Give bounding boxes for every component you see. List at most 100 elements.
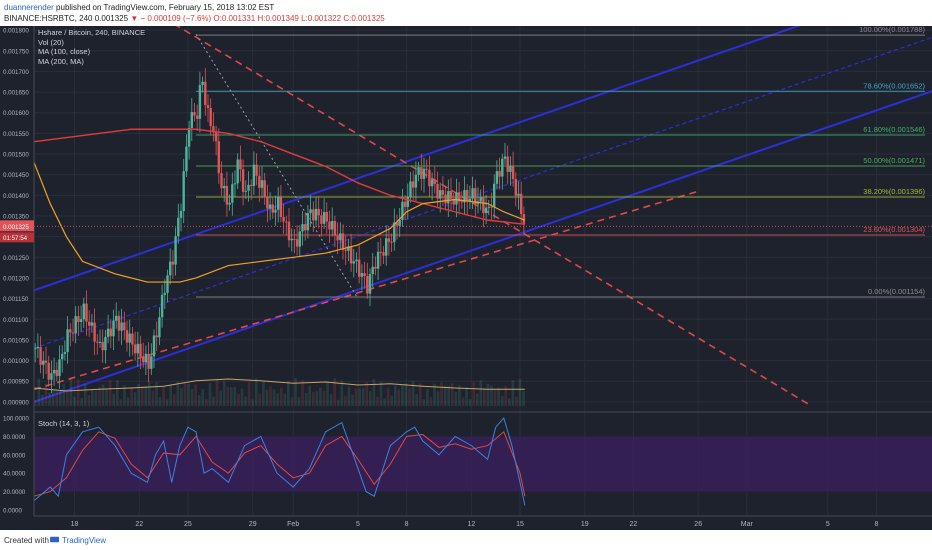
candle-body xyxy=(428,169,431,187)
candle-body xyxy=(339,233,342,241)
time-tick-label: 19 xyxy=(581,521,589,528)
candle-body xyxy=(79,319,83,322)
candle-body xyxy=(190,112,193,128)
symbol-label: BINANCE:HSRBTC, 240 xyxy=(4,14,93,23)
candle-body xyxy=(98,341,102,343)
candle-body xyxy=(495,171,499,184)
volume-bar xyxy=(468,399,472,406)
candle-body xyxy=(314,208,318,221)
candle-body xyxy=(406,197,409,207)
volume-bar xyxy=(411,380,415,406)
candle-body xyxy=(36,346,40,349)
volume-bar xyxy=(440,382,443,406)
candle-body xyxy=(439,190,442,199)
candle-body xyxy=(50,373,53,380)
candle-body xyxy=(241,169,245,192)
candle-body xyxy=(74,316,77,334)
candle-body xyxy=(44,360,48,363)
volume-bar xyxy=(383,398,386,406)
volume-bar xyxy=(41,394,44,406)
volume-ma-line xyxy=(33,378,525,392)
volume-bar xyxy=(247,381,251,406)
publish-line: duannerender published on TradingView.co… xyxy=(4,3,274,12)
candle-body xyxy=(466,189,469,202)
volume-bar xyxy=(254,378,258,406)
candle-body xyxy=(387,238,391,242)
volume-bar xyxy=(37,378,41,406)
volume-bar xyxy=(301,380,304,406)
time-tick-label: 22 xyxy=(630,521,638,528)
candle-body xyxy=(425,168,428,170)
candle-body xyxy=(106,328,110,337)
candle-body xyxy=(47,362,50,380)
candle-body xyxy=(201,81,204,86)
author-link[interactable]: duannerender xyxy=(4,3,54,12)
chart-legend: Hshare / Bitcoin, 240, BINANCE Vol (20) … xyxy=(38,28,145,66)
fib-level-label: 38.20%(0.001396) xyxy=(863,187,925,196)
volume-bar xyxy=(475,393,479,406)
volume-bar xyxy=(365,381,369,406)
volume-bar xyxy=(276,393,279,406)
candle-body xyxy=(228,202,231,205)
volume-bar xyxy=(66,391,69,406)
candle-body xyxy=(212,126,215,133)
price-tick-label: 0.001000 xyxy=(3,358,29,365)
price-change: − 0.000109 (−7.6%) xyxy=(140,14,212,23)
volume-bar xyxy=(130,387,133,406)
price-tick-label: 0.001400 xyxy=(3,193,29,200)
price-tick-label: 0.001550 xyxy=(3,131,29,138)
volume-bar xyxy=(115,380,119,406)
candle-body xyxy=(82,303,85,320)
candle-body xyxy=(231,184,234,203)
candle-body xyxy=(117,315,121,331)
candle-body xyxy=(155,335,158,338)
tradingview-brand-link[interactable]: TradingView xyxy=(62,536,107,545)
candle-body xyxy=(511,165,515,180)
volume-bar xyxy=(304,392,308,406)
time-tick-label: 8 xyxy=(405,521,409,528)
candle-body xyxy=(163,292,166,295)
candle-body xyxy=(379,251,382,253)
candle-body xyxy=(363,273,366,277)
candle-body xyxy=(182,171,185,212)
chart-canvas[interactable]: 100.00%(0.001788) 78.60%(0.001652) 61.80%(… xyxy=(0,26,932,530)
candle-body xyxy=(444,194,447,204)
chart-area[interactable]: 100.00%(0.001788) 78.60%(0.001652) 61.80%(… xyxy=(0,26,932,530)
volume-bar xyxy=(351,394,354,406)
volume-bar xyxy=(290,397,294,406)
volume-bar xyxy=(347,386,351,406)
volume-bar xyxy=(511,380,515,406)
volume-bar xyxy=(497,387,500,406)
volume-bar xyxy=(415,393,418,406)
candle-body xyxy=(333,221,337,236)
candle-body xyxy=(93,322,96,342)
volume-bar xyxy=(426,388,429,406)
volume-bar xyxy=(404,383,408,406)
volume-bar xyxy=(80,397,83,406)
volume-bar xyxy=(151,390,155,406)
volume-bar xyxy=(340,380,344,406)
candle-body xyxy=(101,341,104,351)
stoch-tick-label: 60.0000 xyxy=(3,452,26,459)
last-price: 0.001325 xyxy=(94,14,129,23)
volume-bar xyxy=(62,383,66,406)
legend-ma100: MA (100, close) xyxy=(38,47,91,56)
candle-body xyxy=(85,303,88,322)
channel-upper-line xyxy=(33,26,802,292)
volume-bar xyxy=(269,386,272,406)
volume-bar xyxy=(458,385,461,406)
legend-title: Hshare / Bitcoin, 240, BINANCE xyxy=(38,28,146,37)
candle-body xyxy=(220,173,223,189)
candle-body xyxy=(393,222,396,243)
volume-bar xyxy=(94,391,98,406)
candle-body xyxy=(371,266,374,275)
fib-level-label: 0.00%(0.001154) xyxy=(868,287,925,296)
volume-bar xyxy=(504,385,508,406)
price-tick-label: 0.001750 xyxy=(3,48,29,55)
stoch-tick-label: 20.0000 xyxy=(3,489,26,496)
volume-bar xyxy=(144,385,148,406)
volume-bar xyxy=(55,390,58,406)
fib-level-label: 23.60%(0.001304) xyxy=(863,225,925,234)
candle-body xyxy=(430,179,434,187)
price-tick-label: 0.001200 xyxy=(3,275,29,282)
